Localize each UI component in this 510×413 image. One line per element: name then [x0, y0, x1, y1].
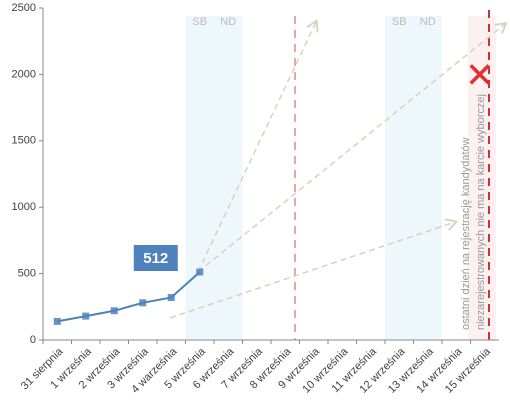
point: [53, 317, 61, 325]
y-tick-label: 500: [18, 268, 36, 280]
y-tick-label: 2000: [12, 68, 36, 80]
data-label: 512: [143, 250, 168, 267]
weekend-label: SB: [392, 16, 407, 28]
weekend-band: [185, 16, 243, 340]
projections: [169, 22, 505, 319]
data-label-box: [131, 243, 180, 274]
weekend-label: ND: [220, 16, 236, 28]
point: [139, 299, 147, 307]
point: [196, 268, 204, 276]
y-tick-label: 2500: [12, 2, 36, 14]
point: [167, 294, 175, 302]
weekend-label: ND: [420, 16, 436, 28]
weekend-band: [385, 16, 442, 340]
annotation: ostatni dzień na rejestrację kandydatów: [460, 137, 472, 330]
point: [82, 312, 90, 320]
point: [110, 307, 118, 315]
weekend-label: SB: [192, 16, 207, 28]
cross-marker: [469, 64, 490, 85]
y-tick-label: 0: [30, 334, 36, 346]
y-tick-label: 1000: [12, 201, 36, 213]
annotation: niezarejestrowanych nie ma na karcie wyb…: [475, 94, 487, 330]
y-tick-label: 1500: [12, 135, 36, 147]
line: [57, 271, 201, 323]
